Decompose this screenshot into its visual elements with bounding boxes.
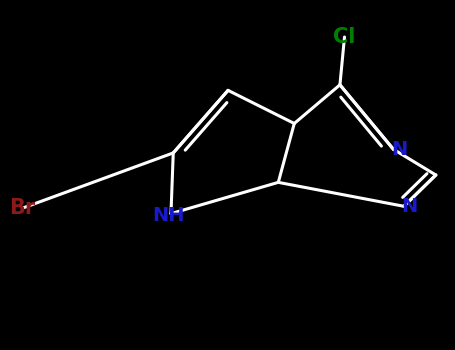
- Text: NH: NH: [152, 205, 184, 225]
- Text: N: N: [401, 197, 418, 216]
- Text: N: N: [391, 140, 407, 159]
- Text: Cl: Cl: [334, 27, 356, 47]
- Text: Br: Br: [10, 198, 35, 218]
